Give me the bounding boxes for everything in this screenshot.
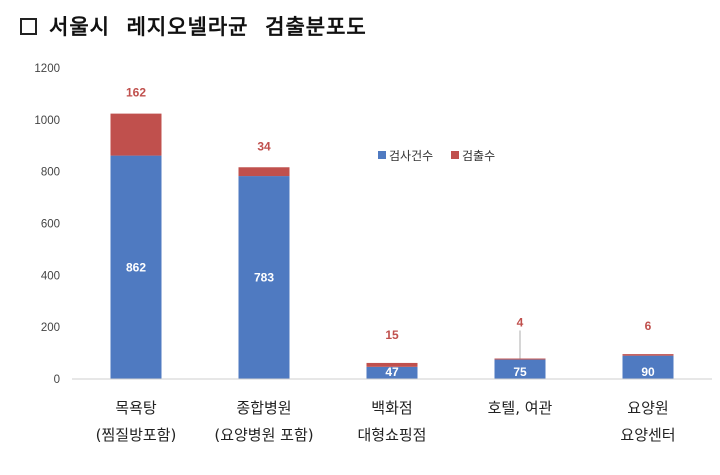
legend-label: 검사건수	[389, 149, 433, 163]
data-label-inspections: 783	[254, 271, 274, 285]
y-tick-label: 200	[41, 322, 60, 334]
page-title: 서울시 레지오넬라균 검출분포도	[49, 15, 367, 39]
y-tick-label: 1000	[34, 115, 60, 127]
x-category-label: 요양원	[627, 399, 668, 417]
data-label-inspections: 90	[641, 365, 655, 379]
x-category-label: 목욕탕	[115, 399, 157, 417]
data-label-detections: 34	[257, 139, 271, 153]
y-tick-label: 400	[41, 270, 60, 282]
y-tick-label: 800	[41, 167, 60, 179]
data-labels: 862 162 783 34 47 15 75 4 90 6	[126, 86, 655, 379]
bar-segment-detections	[494, 358, 546, 360]
bar-segment-detections	[238, 167, 290, 177]
x-category-label: 요양센터	[620, 426, 675, 444]
legend: 검사건수 검출수	[378, 149, 495, 163]
x-category-label: 대형쇼핑점	[357, 426, 426, 444]
data-label-inspections: 47	[385, 365, 399, 379]
bar-segment-inspections	[110, 155, 162, 379]
y-axis: 0 200 400 600 800 1000 1200	[34, 63, 60, 386]
bar-segment-detections	[622, 354, 674, 356]
bar-segment-detections	[366, 362, 418, 367]
x-category-label: 종합병원	[236, 399, 291, 417]
legend-swatch	[378, 151, 386, 159]
data-label-detections: 15	[385, 328, 399, 342]
bar-segment-detections	[110, 113, 162, 156]
y-tick-label: 600	[41, 219, 60, 231]
bar-segment-inspections	[494, 359, 546, 379]
bars	[110, 113, 674, 379]
x-category-label: 백화점	[371, 399, 412, 417]
legend-label: 검출수	[462, 149, 495, 163]
legend-swatch	[451, 151, 459, 159]
bar-segment-inspections	[366, 366, 418, 379]
y-tick-label: 0	[54, 374, 60, 386]
data-label-inspections: 862	[126, 260, 146, 274]
x-category-label: (요양병원 포함)	[214, 426, 313, 444]
x-category-label: 호텔, 여관	[488, 399, 553, 417]
bar-segment-inspections	[238, 176, 290, 379]
data-label-detections: 6	[645, 319, 652, 333]
data-label-detections: 162	[126, 86, 146, 100]
data-label-detections: 4	[517, 316, 524, 330]
chart-heading: 서울시 레지오넬라균 검출분포도	[20, 8, 367, 44]
checkbox-icon	[20, 17, 37, 35]
x-category-label: (찜질방포함)	[96, 426, 177, 444]
bar-segment-inspections	[622, 355, 674, 379]
data-label-inspections: 75	[513, 365, 527, 379]
y-tick-label: 1200	[34, 63, 60, 75]
